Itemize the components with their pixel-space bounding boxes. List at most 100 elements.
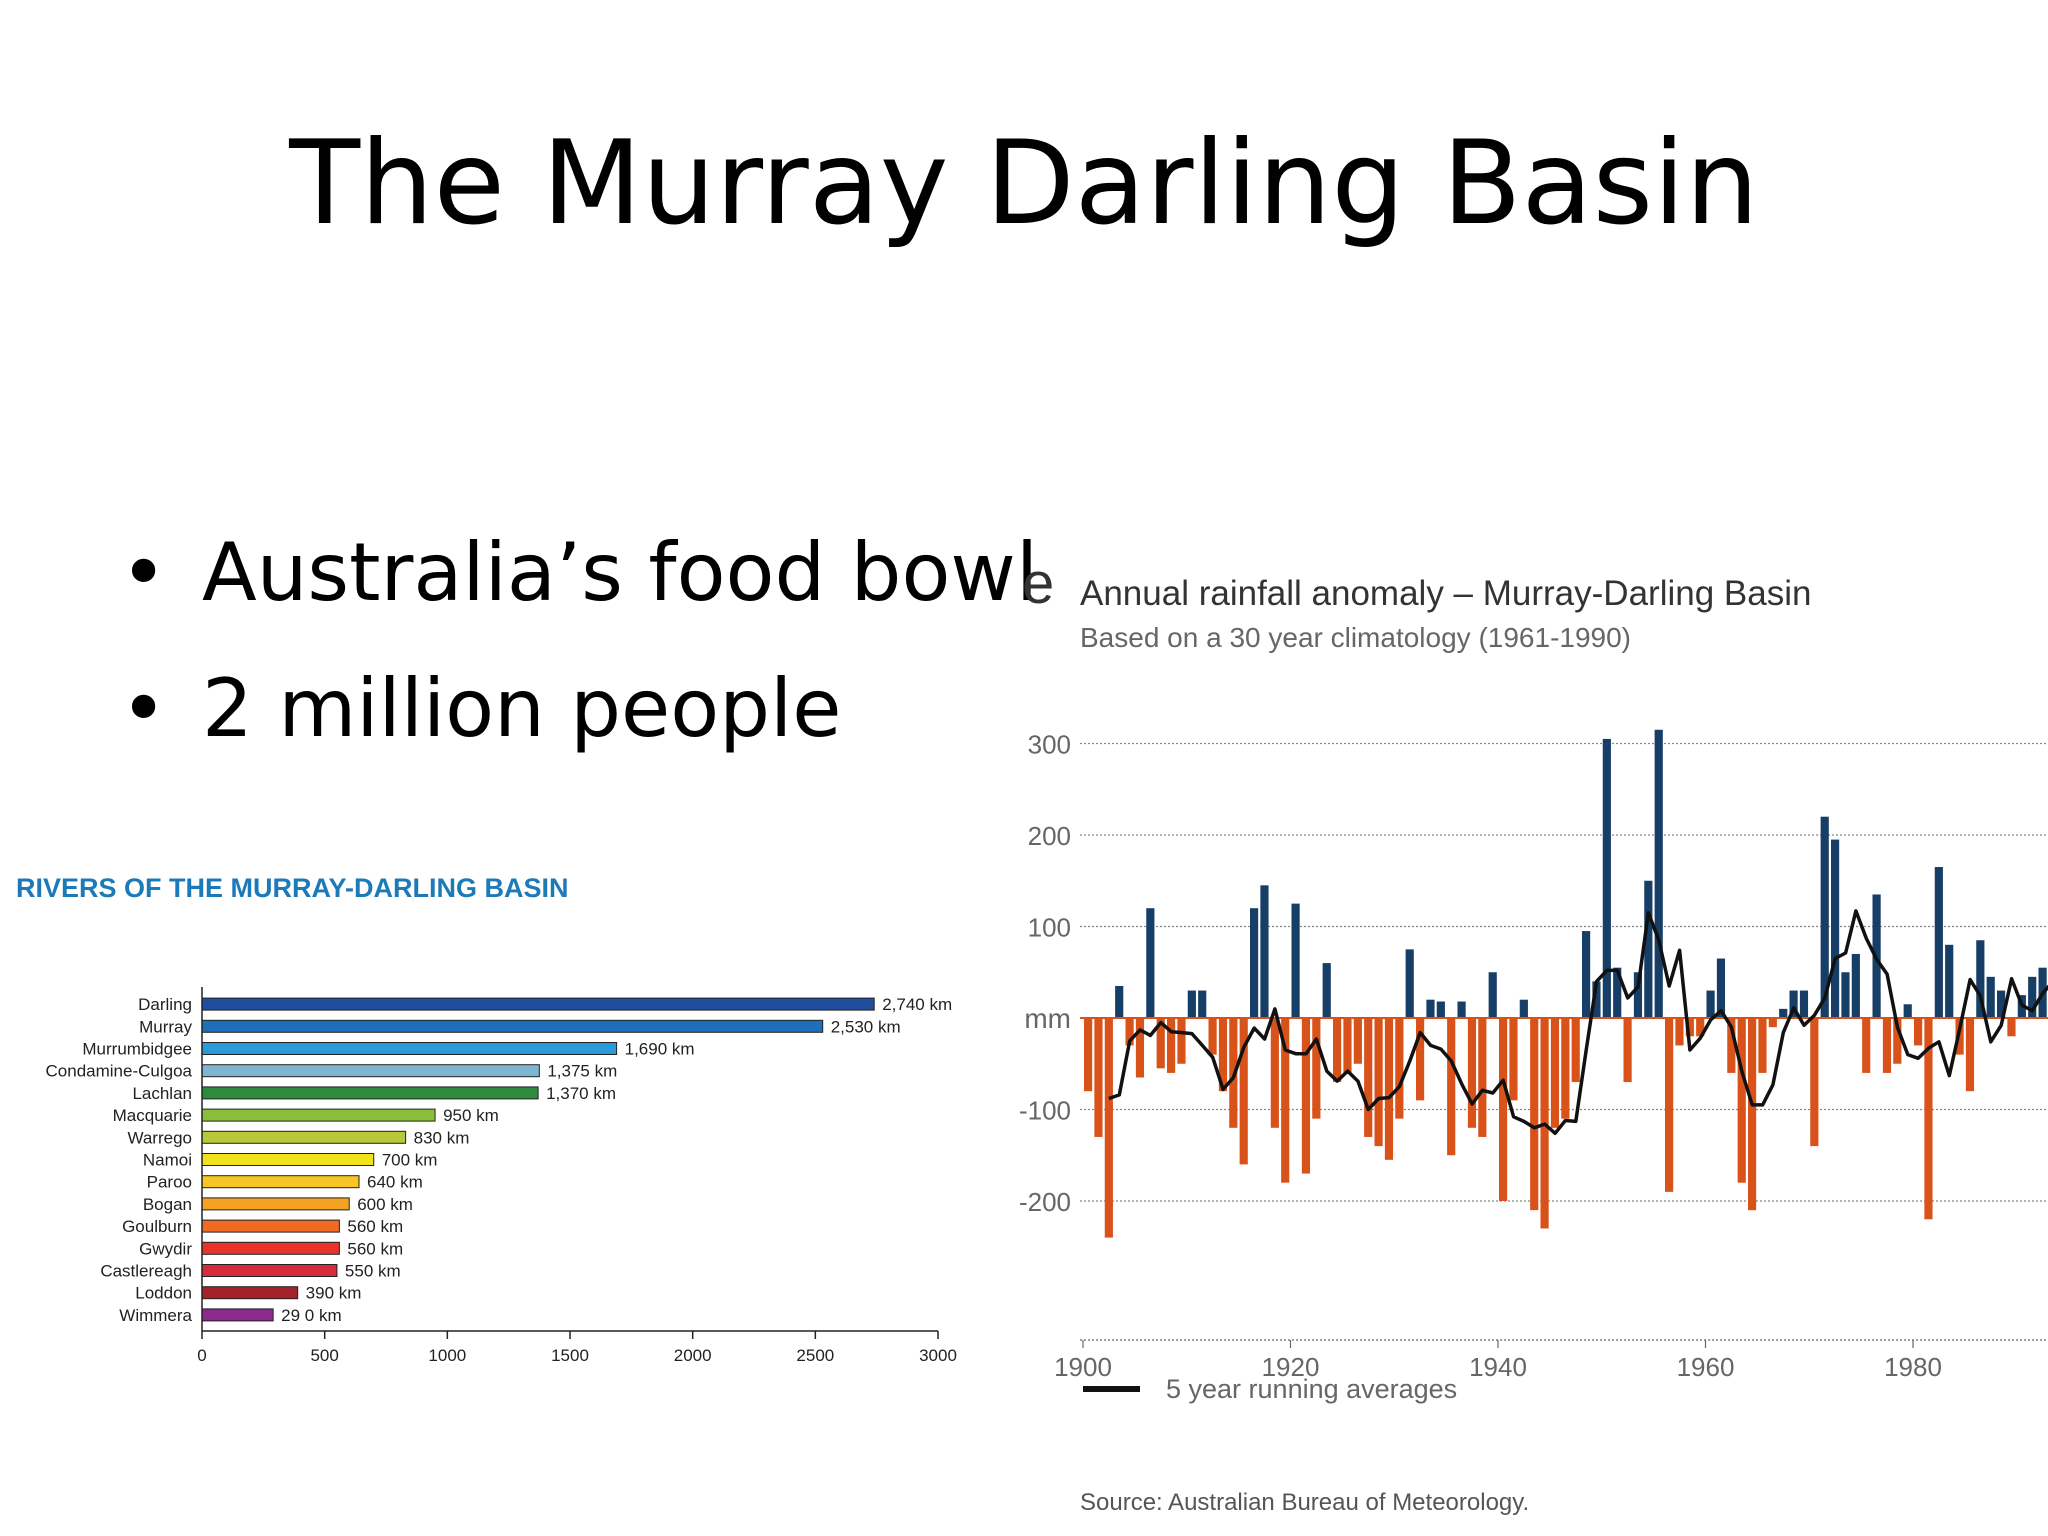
anomaly-bar — [1519, 999, 1528, 1018]
anomaly-bar — [1509, 1018, 1518, 1101]
anomaly-bar — [1312, 1018, 1321, 1119]
anomaly-bar — [1696, 1018, 1705, 1037]
anomaly-bar — [1851, 953, 1860, 1018]
bar-value-label: 390 km — [306, 1284, 362, 1303]
anomaly-bar — [1488, 972, 1497, 1018]
bar-value-label: 2,530 km — [831, 1017, 901, 1036]
category-label: Condamine-Culgoa — [46, 1062, 193, 1081]
anomaly-bar — [1893, 1018, 1902, 1064]
bar-value-label: 640 km — [367, 1173, 423, 1192]
anomaly-bar — [1820, 816, 1829, 1018]
x-tick-label: 2000 — [674, 1346, 712, 1365]
bar — [201, 1286, 299, 1300]
anomaly-bar — [1810, 1018, 1819, 1147]
anomaly-bar — [1198, 990, 1207, 1018]
anomaly-bar — [1167, 1018, 1176, 1073]
bar-value-label: 29 0 km — [281, 1306, 341, 1325]
bar-value-label: 830 km — [414, 1128, 470, 1147]
anomaly-bar — [1799, 990, 1809, 1018]
anomaly-bar — [1177, 1018, 1186, 1064]
y-tick-label: 100 — [1028, 913, 1071, 943]
anomaly-bar — [1613, 967, 1622, 1018]
anomaly-bar — [1903, 1004, 1912, 1018]
anomaly-bar — [1737, 1018, 1746, 1183]
anomaly-bar — [1187, 990, 1196, 1018]
bar — [201, 1130, 407, 1144]
anomaly-bar — [1436, 1001, 1445, 1018]
anomaly-bar — [1084, 1018, 1093, 1092]
bar — [201, 1219, 340, 1233]
legend-label: 5 year running averages — [1166, 1374, 1457, 1404]
anomaly-bar — [1789, 990, 1798, 1018]
category-label: Murray — [139, 1017, 192, 1036]
bar — [201, 1241, 340, 1255]
anomaly-bar — [1550, 1018, 1560, 1128]
running-average-line — [1108, 909, 2048, 1136]
anomaly-bar — [1768, 1018, 1777, 1028]
bar — [201, 1264, 338, 1277]
anomaly-bar — [1986, 976, 1995, 1018]
category-label: Bogan — [143, 1195, 192, 1214]
rivers-chart-title: RIVERS OF THE MURRAY-DARLING BASIN — [16, 873, 569, 903]
anomaly-bar — [1281, 1018, 1290, 1183]
bullet-dot: • — [120, 526, 168, 619]
anomaly-bar — [1706, 990, 1715, 1018]
category-label: Wimmera — [119, 1306, 192, 1325]
anomaly-bar — [1250, 908, 1259, 1018]
x-tick-label: 1920 — [1262, 1352, 1320, 1382]
anomaly-bar — [1333, 1018, 1342, 1083]
bar-value-label: 1,370 km — [546, 1084, 616, 1103]
x-tick-label: 1500 — [551, 1346, 589, 1365]
rainfall-anomaly-chart: e Annual rainfall anomaly – Murray-Darlin… — [1019, 551, 2048, 1516]
anomaly-bar — [1094, 1018, 1103, 1137]
anomaly-bar — [1322, 963, 1331, 1018]
anomaly-bar — [1135, 1018, 1145, 1078]
anomaly-bar — [1654, 729, 1663, 1018]
anomaly-bar — [1633, 972, 1643, 1018]
anomaly-bar — [1758, 1018, 1767, 1073]
x-tick-label: 1960 — [1677, 1352, 1735, 1382]
anomaly-bar — [1374, 1018, 1383, 1147]
bar — [201, 1175, 360, 1189]
x-tick-label: 1980 — [1884, 1352, 1942, 1382]
anomaly-bar — [1582, 931, 1591, 1018]
rainfall-chart-subtitle: Based on a 30 year climatology (1961-199… — [1080, 622, 1631, 653]
anomaly-bar — [1291, 903, 1300, 1018]
anomaly-bar — [1384, 1018, 1394, 1160]
anomaly-bar — [1343, 1018, 1352, 1073]
slide-title: The Murray Darling Basin — [289, 116, 1759, 251]
anomaly-bar — [2028, 976, 2037, 1018]
bar — [201, 1086, 539, 1100]
anomaly-bar — [1571, 1018, 1580, 1083]
anomaly-bar — [2007, 1018, 2016, 1037]
x-tick-label: 500 — [310, 1346, 338, 1365]
anomaly-bar — [1602, 738, 1611, 1018]
category-label: Goulburn — [122, 1217, 192, 1236]
bar — [201, 997, 875, 1011]
y-tick-label: -200 — [1019, 1187, 1071, 1217]
anomaly-bar — [1914, 1018, 1923, 1046]
anomaly-bar — [1426, 999, 1435, 1018]
anomaly-bar — [1675, 1018, 1684, 1046]
x-tick-label: 3000 — [919, 1346, 957, 1365]
x-tick-label: 1940 — [1469, 1352, 1527, 1382]
x-tick-label: 1900 — [1054, 1352, 1112, 1382]
bullet-item: • Australia’s food bowl — [120, 505, 1038, 641]
bar-value-label: 2,740 km — [882, 995, 952, 1014]
y-tick-label: -100 — [1019, 1096, 1071, 1126]
anomaly-bar — [1156, 1018, 1165, 1069]
bullet-text: 2 million people — [202, 662, 842, 755]
anomaly-bar — [1301, 1018, 1311, 1174]
bar — [201, 1153, 375, 1166]
anomaly-bar — [1499, 1018, 1508, 1201]
anomaly-bar — [1115, 985, 1124, 1018]
bullet-item: • 2 million people — [120, 641, 1038, 777]
anomaly-bar — [1208, 1018, 1217, 1055]
anomaly-bar — [1665, 1018, 1674, 1192]
bullet-text: Australia’s food bowl — [202, 526, 1039, 619]
category-label: Macquarie — [113, 1106, 192, 1125]
category-label: Murrumbidgee — [82, 1040, 192, 1059]
x-tick-label: 2500 — [796, 1346, 834, 1365]
anomaly-bar — [1924, 1018, 1933, 1220]
anomaly-bar — [1457, 1001, 1466, 1018]
